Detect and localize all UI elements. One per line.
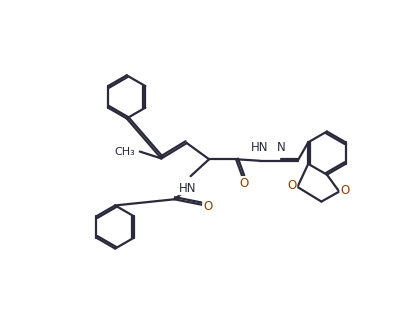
Text: O: O — [203, 200, 212, 214]
Text: CH₃: CH₃ — [114, 147, 135, 156]
Text: O: O — [287, 179, 297, 192]
Text: O: O — [340, 184, 349, 197]
Text: HN: HN — [179, 182, 196, 195]
Text: HN: HN — [251, 141, 269, 154]
Text: N: N — [277, 141, 286, 154]
Text: O: O — [239, 177, 248, 190]
